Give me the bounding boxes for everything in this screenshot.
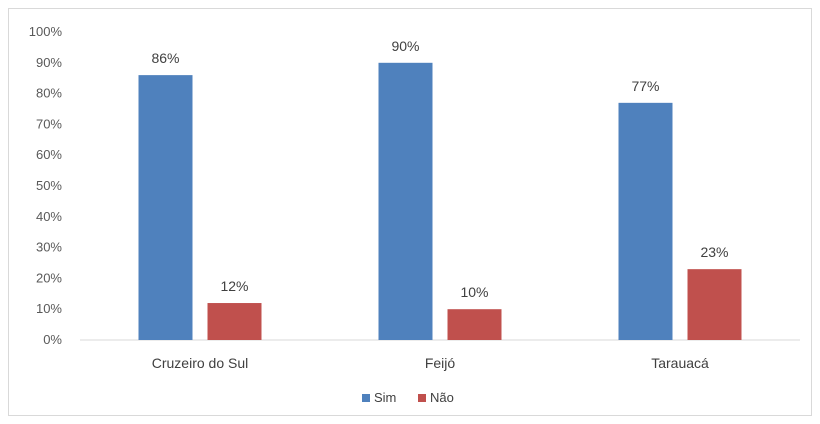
y-tick-label: 50% [36,178,62,193]
bar-sim [618,102,673,340]
bar-nao [207,303,262,340]
y-tick-label: 70% [36,116,62,131]
bar-nao [447,309,502,340]
x-category-label: Feijó [425,355,456,371]
y-tick-label: 20% [36,270,62,285]
bar-nao [687,269,742,340]
y-tick-label: 0% [43,332,62,347]
legend-swatch [418,394,426,402]
y-tick-label: 10% [36,301,62,316]
bar-sim [378,62,433,341]
y-tick-label: 60% [36,147,62,162]
data-label: 86% [151,50,179,66]
legend-swatch [362,394,370,402]
data-label: 12% [220,278,248,294]
data-label: 77% [631,78,659,94]
bar-sim [138,75,193,341]
y-tick-label: 80% [36,86,62,101]
data-label: 10% [460,284,488,300]
y-tick-label: 30% [36,240,62,255]
legend-label: Não [430,390,454,405]
x-category-label: Tarauacá [651,355,709,371]
data-label: 90% [391,38,419,54]
data-label: 23% [700,244,728,260]
y-tick-label: 90% [36,55,62,70]
y-tick-label: 40% [36,209,62,224]
y-tick-label: 100% [29,24,63,39]
x-category-label: Cruzeiro do Sul [152,355,249,371]
legend-label: Sim [374,390,396,405]
